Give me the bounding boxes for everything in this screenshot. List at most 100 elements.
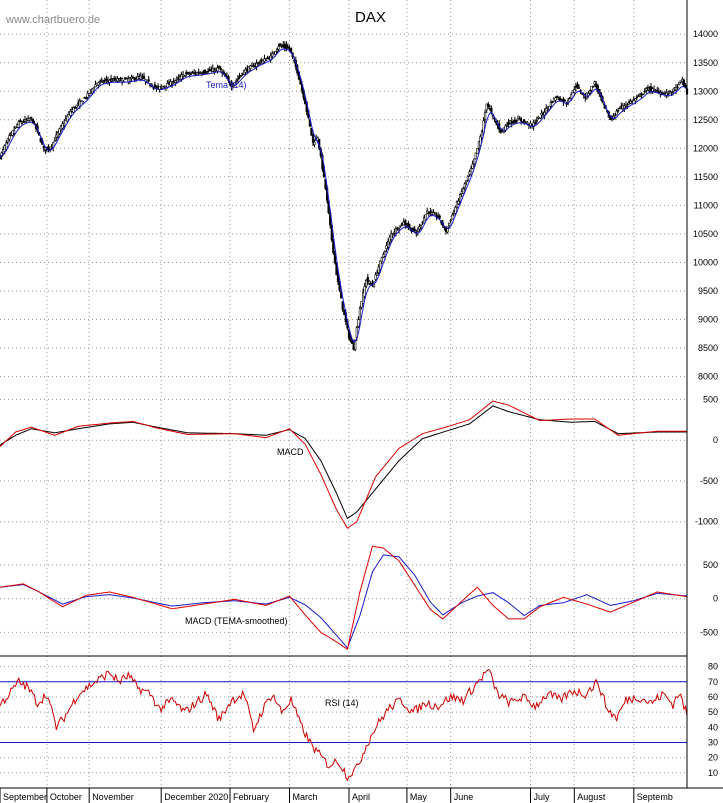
- candle-body: [515, 120, 518, 123]
- candle-body: [350, 340, 354, 344]
- candle-body: [313, 141, 316, 145]
- candle-body: [102, 81, 105, 83]
- candle-body: [535, 120, 538, 122]
- candle-body: [85, 97, 88, 99]
- candle-body: [674, 86, 678, 91]
- candle-body: [103, 79, 106, 82]
- candle-body: [63, 122, 66, 126]
- x-tick-label: February: [233, 792, 270, 802]
- candle-body: [358, 308, 362, 320]
- candle-body: [72, 107, 75, 113]
- candle-body: [175, 78, 178, 81]
- candle-body: [469, 168, 473, 176]
- y-tick-label: 9500: [698, 286, 718, 296]
- candle-body: [310, 127, 313, 136]
- x-tick-label: September: [3, 792, 47, 802]
- candle-body: [92, 87, 95, 92]
- candle-body: [56, 131, 59, 137]
- candle-body: [80, 100, 83, 102]
- candle-body: [58, 128, 61, 135]
- rsi-label: RSI (14): [325, 698, 359, 708]
- candle-body: [125, 77, 128, 80]
- y-tick-label: 8000: [698, 372, 718, 382]
- chart-title: DAX: [355, 9, 386, 26]
- candle-body: [171, 84, 174, 86]
- candle-body: [634, 98, 637, 102]
- y-tick-label: 500: [703, 394, 718, 404]
- candle-body: [433, 213, 437, 216]
- candle-body: [203, 69, 207, 74]
- candle-body: [457, 200, 460, 205]
- tick-layer: 8000850090009500100001050011000115001200…: [0, 29, 718, 803]
- candle-body: [479, 136, 482, 146]
- candle-body: [635, 96, 638, 98]
- candle-body: [249, 65, 252, 69]
- x-tick-label: April: [352, 792, 370, 802]
- candle-body: [97, 82, 100, 86]
- candle-body: [649, 86, 653, 91]
- candle-body: [646, 86, 649, 89]
- candle-body: [449, 220, 452, 222]
- candle-body: [642, 93, 645, 95]
- candle-body: [236, 78, 240, 80]
- candle-body: [380, 256, 383, 263]
- candle-body: [631, 100, 634, 103]
- candle-body: [238, 76, 241, 78]
- candle-body: [271, 53, 274, 57]
- candle-body: [499, 129, 502, 133]
- candle-body: [551, 101, 554, 103]
- candle-body: [429, 211, 432, 213]
- candle-body: [28, 118, 31, 121]
- candle-body: [438, 215, 441, 219]
- candle-body: [643, 91, 646, 93]
- candle-body: [147, 79, 150, 82]
- candle-body: [593, 81, 596, 85]
- x-tick-label: December 2020: [164, 792, 228, 802]
- candle-body: [361, 292, 365, 304]
- candle-body: [573, 89, 576, 93]
- candle-body: [258, 62, 261, 65]
- candle-body: [588, 90, 592, 94]
- candle-body: [274, 51, 277, 55]
- candle-body: [462, 188, 465, 194]
- candle-body: [255, 62, 258, 67]
- y-tick-label: 30: [708, 738, 718, 748]
- candle-body: [424, 214, 427, 220]
- candle-body: [419, 225, 423, 228]
- candle-body: [311, 133, 315, 143]
- candle-body: [53, 140, 56, 142]
- candle-body: [239, 74, 243, 77]
- candle-body: [465, 180, 468, 183]
- candle-body: [623, 105, 626, 109]
- candle-body: [349, 335, 352, 341]
- candle-body: [613, 115, 617, 118]
- candle-body: [110, 78, 113, 80]
- candle-body: [570, 94, 573, 99]
- candle-body: [180, 74, 183, 80]
- candle-body: [161, 85, 164, 89]
- y-tick-label: 10500: [693, 229, 718, 239]
- y-tick-label: 20: [708, 753, 718, 763]
- candle-body: [446, 226, 449, 233]
- y-tick-label: -1000: [695, 517, 718, 527]
- candle-body: [99, 80, 102, 83]
- candle-body: [117, 79, 120, 82]
- rsi-band-layer: [0, 681, 687, 743]
- candle-body: [243, 70, 246, 75]
- y-tick-label: 9000: [698, 315, 718, 325]
- candle-body: [81, 101, 84, 104]
- candle-body: [676, 86, 679, 89]
- candle-body: [335, 261, 338, 276]
- rsi-line: [0, 668, 688, 782]
- candle-body: [219, 68, 222, 71]
- candle-body: [645, 88, 648, 91]
- candle-body: [418, 226, 421, 230]
- candle-body: [336, 273, 340, 282]
- y-tick-label: 80: [708, 662, 718, 672]
- candle-body: [407, 223, 410, 228]
- candle-body: [549, 102, 552, 107]
- candle-body: [20, 121, 24, 124]
